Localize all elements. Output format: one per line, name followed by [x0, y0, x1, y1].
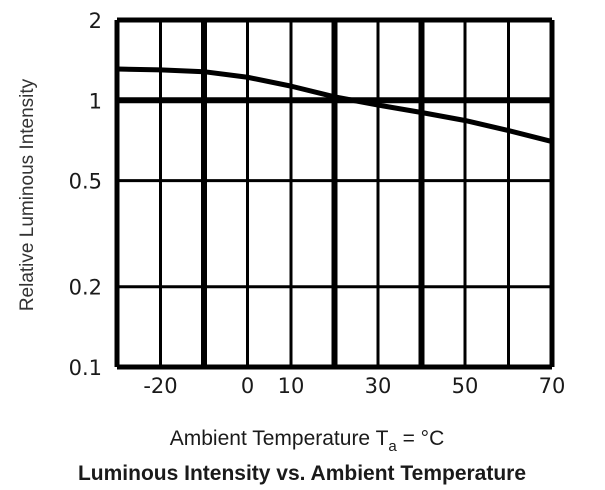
x-tick-label-0: -20	[143, 374, 177, 398]
x-tick-label-3: 30	[365, 374, 392, 398]
y-axis-label: Relative Luminous Intensity	[17, 78, 38, 311]
y-tick-label-4: 0.1	[69, 356, 102, 380]
y-tick-label-3: 0.2	[69, 276, 102, 300]
chart-title: Luminous Intensity vs. Ambient Temperatu…	[78, 462, 526, 485]
x-tick-labels: -20 0 10 30 50 70	[143, 374, 565, 398]
y-tick-label-1: 1	[89, 89, 102, 113]
x-tick-label-4: 50	[452, 374, 479, 398]
series-layer	[116, 66, 553, 145]
y-tick-labels: 2 1 0.5 0.2 0.1	[69, 9, 102, 380]
y-tick-label-0: 2	[89, 9, 102, 33]
x-axis-label-suffix: = °C	[397, 427, 445, 450]
x-axis-label-prefix: Ambient Temperature T	[170, 427, 389, 450]
series-line-0	[116, 66, 553, 145]
y-tick-label-2: 0.5	[69, 170, 102, 194]
x-tick-label-2: 10	[278, 374, 305, 398]
x-axis-label-subscript: a	[388, 438, 397, 455]
grid	[114, 17, 555, 370]
x-tick-label-5: 70	[539, 374, 566, 398]
x-tick-label-1: 0	[241, 374, 254, 398]
x-axis-label: Ambient Temperature Ta = °C	[170, 427, 445, 455]
